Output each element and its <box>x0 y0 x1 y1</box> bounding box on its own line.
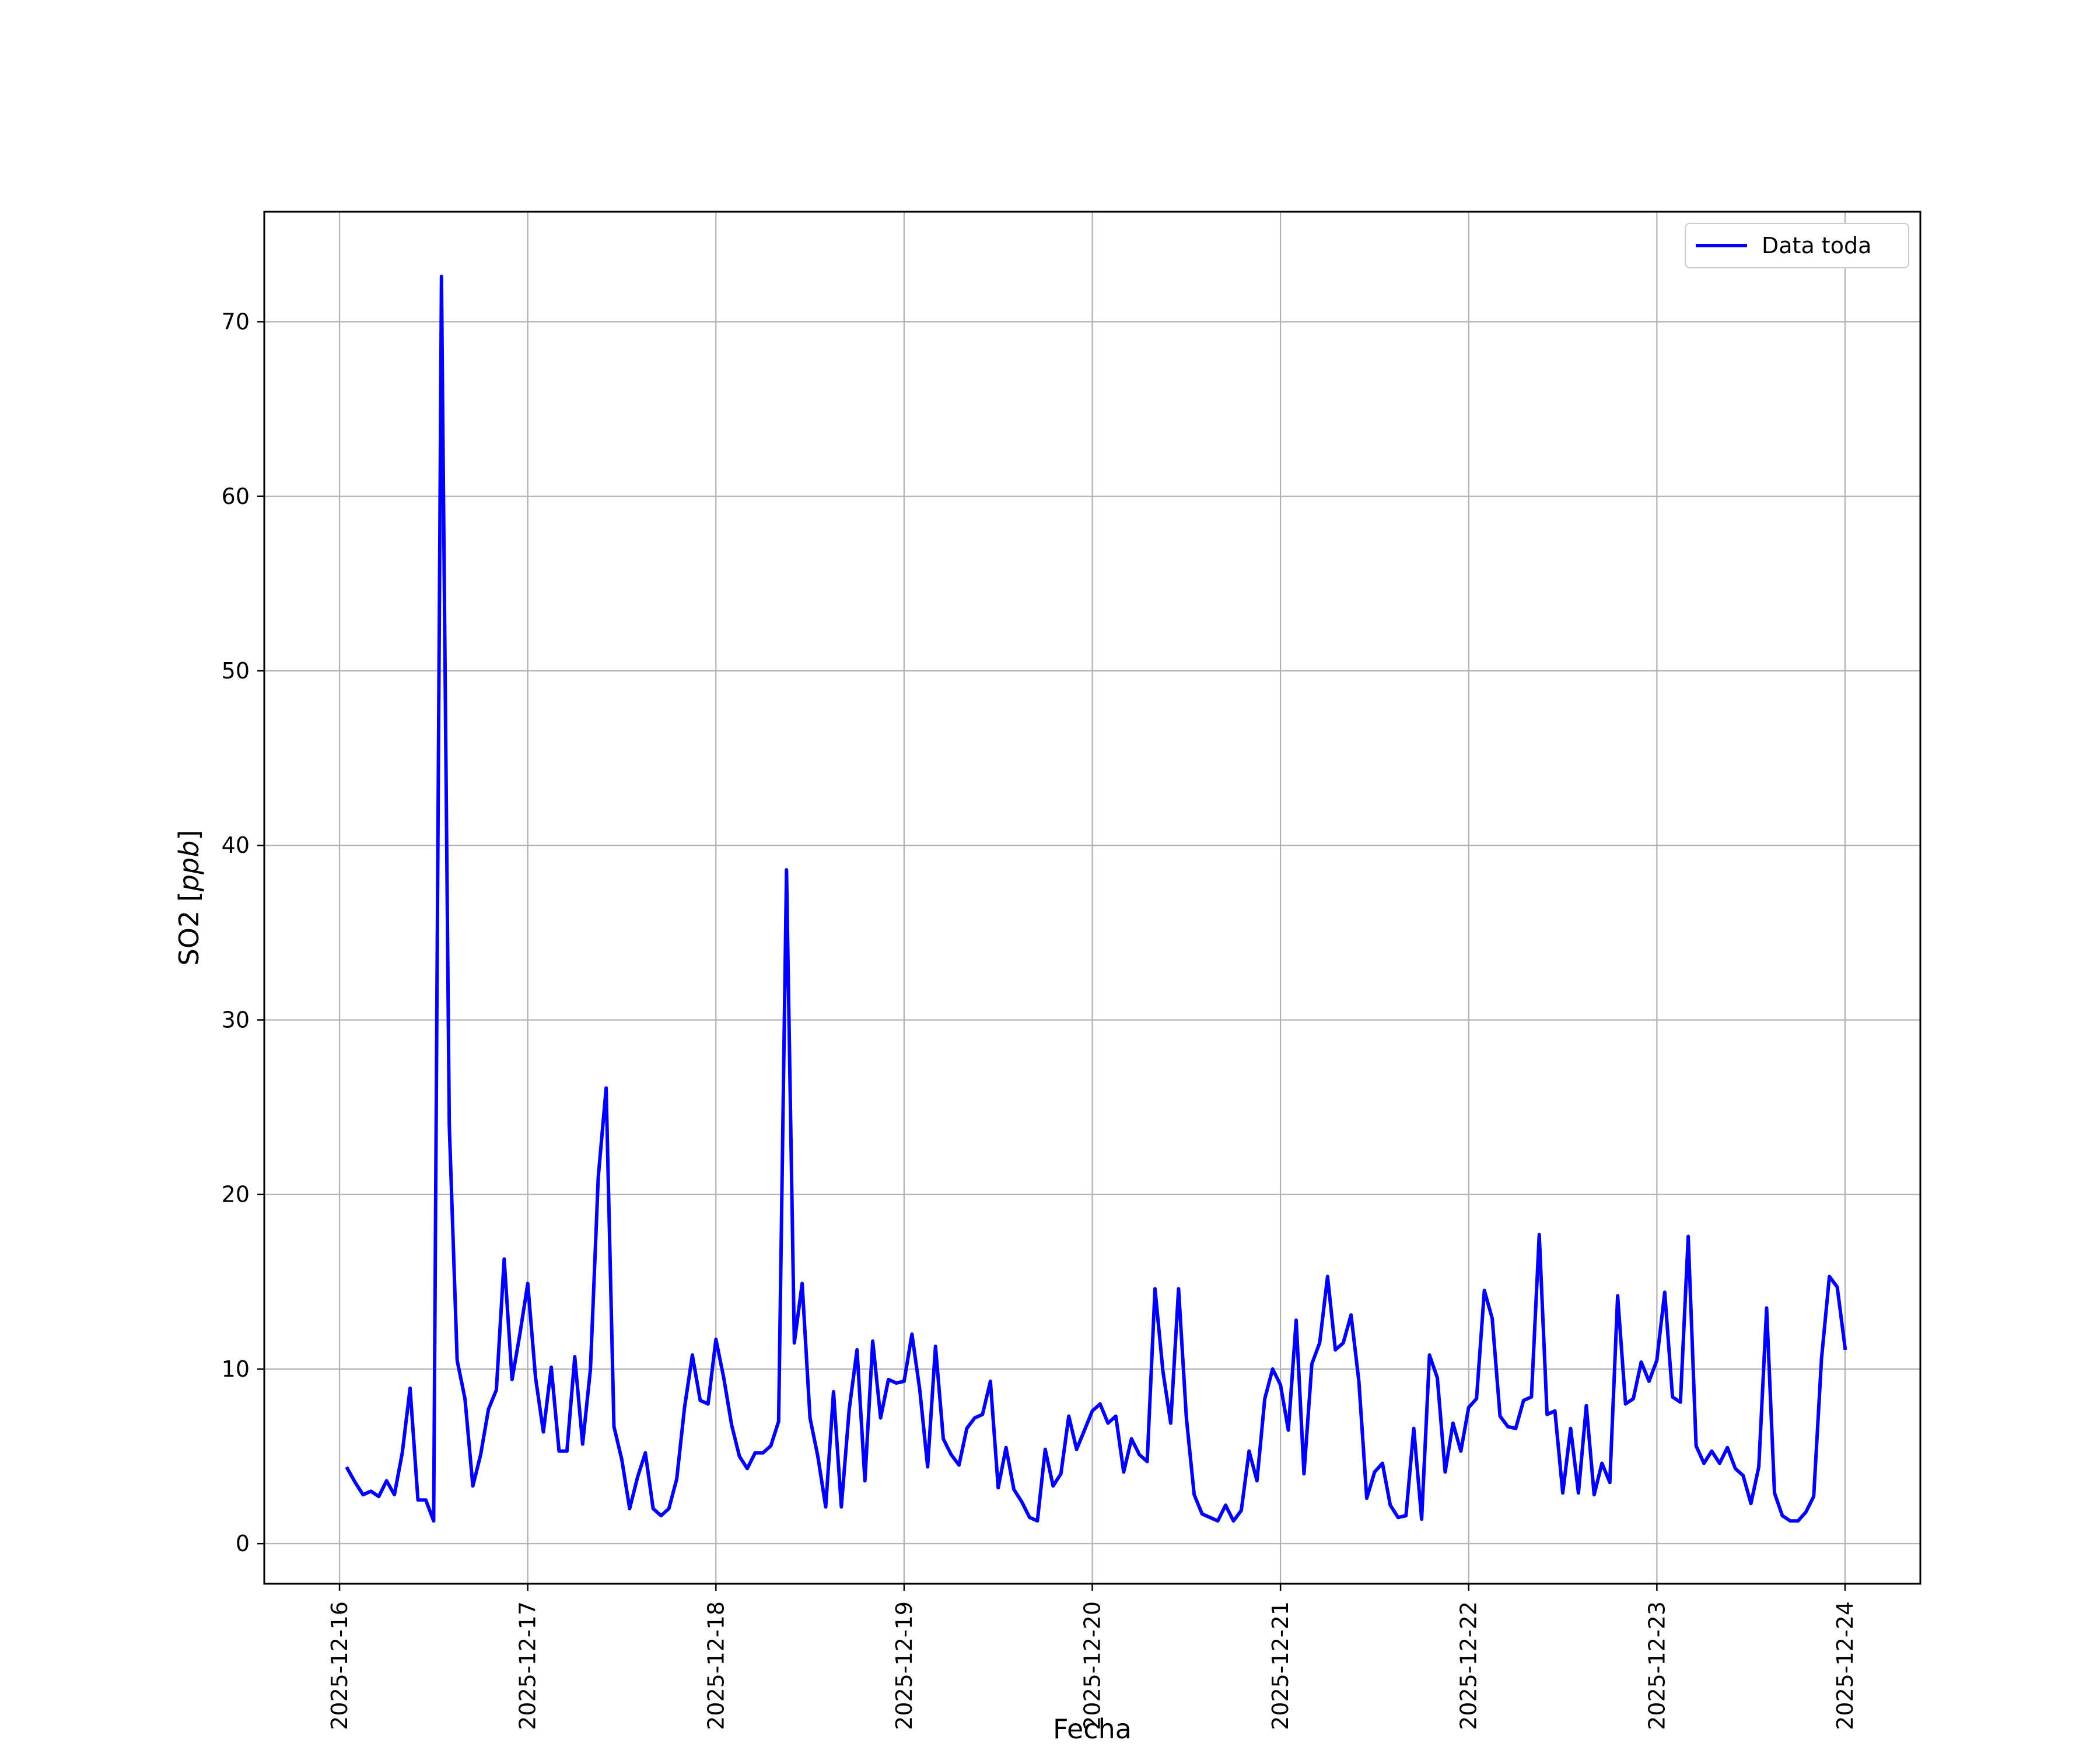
x-tick-label: 2025-12-24 <box>1832 1601 1858 1730</box>
y-axis: 0 10 20 30 40 50 60 70 <box>222 309 264 1556</box>
series-line-0 <box>345 274 1847 1523</box>
x-tick-label: 2025-12-23 <box>1644 1601 1670 1730</box>
legend-box <box>1685 223 1909 268</box>
x-tick-label: 2025-12-20 <box>1080 1601 1105 1730</box>
y-tick-label: 40 <box>222 832 250 858</box>
plot-area <box>345 274 1847 1523</box>
y-tick-label: 60 <box>222 484 250 509</box>
y-tick-label: 30 <box>222 1007 250 1032</box>
y-tick-label: 70 <box>222 309 250 335</box>
legend: Data toda <box>1685 223 1909 268</box>
x-axis: 2025-12-16 2025-12-17 2025-12-18 2025-12-19… <box>327 1584 1858 1730</box>
y-tick-label: 50 <box>222 658 250 684</box>
x-tick-label: 2025-12-18 <box>703 1601 729 1730</box>
y-axis-label: SO2 [ppb] <box>173 830 205 966</box>
x-tick-label: 2025-12-19 <box>891 1601 917 1730</box>
y-axis-label-end: ] <box>173 830 205 841</box>
y-tick-label: 10 <box>222 1356 250 1382</box>
y-tick-label: 0 <box>236 1531 250 1556</box>
y-axis-label-unit: ppb <box>173 841 205 892</box>
y-axis-label-text: SO2 [ <box>173 891 205 965</box>
x-tick-label: 2025-12-16 <box>327 1601 352 1730</box>
legend-label: Data toda <box>1762 233 1871 258</box>
x-axis-label: Fecha <box>1053 1713 1132 1745</box>
y-tick-label: 20 <box>222 1182 250 1208</box>
x-tick-label: 2025-12-21 <box>1268 1601 1293 1730</box>
x-tick-label: 2025-12-17 <box>515 1601 541 1730</box>
x-tick-label: 2025-12-22 <box>1456 1601 1482 1730</box>
